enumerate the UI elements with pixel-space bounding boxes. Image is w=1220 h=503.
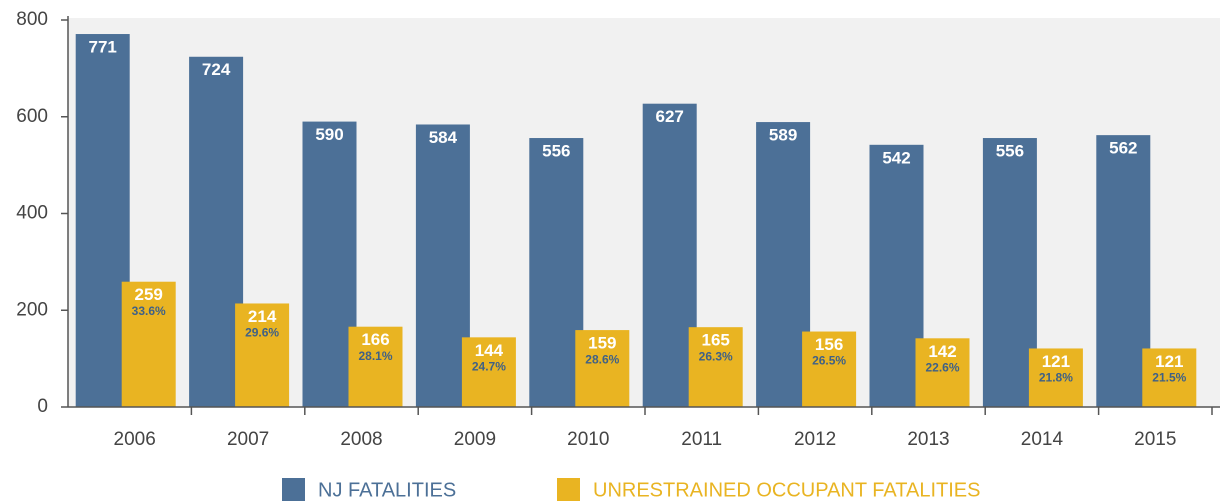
value-label: 214 <box>248 307 277 326</box>
share-label: 33.6% <box>132 304 166 318</box>
x-tick-label: 2010 <box>567 429 609 450</box>
x-tick-label: 2015 <box>1134 429 1176 450</box>
legend-swatch <box>282 478 305 501</box>
x-tick-label: 2006 <box>114 429 156 450</box>
value-label: 771 <box>89 38 117 57</box>
bar <box>802 331 857 407</box>
x-tick-label: 2013 <box>907 429 949 450</box>
bar <box>302 121 357 408</box>
value-label: 144 <box>475 341 504 360</box>
y-tick-label: 800 <box>16 9 48 30</box>
share-label: 24.7% <box>472 360 506 374</box>
value-label: 142 <box>928 342 956 361</box>
bar <box>688 327 743 407</box>
bar <box>461 337 516 407</box>
value-label: 121 <box>1155 352 1183 371</box>
bar <box>1096 135 1151 407</box>
legend-label: NJ FATALITIES <box>318 479 456 501</box>
bar <box>982 138 1037 407</box>
y-tick-label: 200 <box>16 299 48 320</box>
bar <box>1028 348 1083 407</box>
share-label: 26.3% <box>699 349 733 363</box>
bar <box>189 56 244 407</box>
share-label: 21.5% <box>1152 371 1186 385</box>
y-tick-label: 400 <box>16 203 48 224</box>
x-tick-label: 2014 <box>1021 429 1064 450</box>
value-label: 562 <box>1109 139 1137 158</box>
bar <box>348 326 403 407</box>
value-label: 156 <box>815 335 843 354</box>
value-label: 556 <box>542 142 570 161</box>
x-tick-label: 2008 <box>340 429 382 450</box>
bar <box>235 303 290 407</box>
bar <box>869 144 924 407</box>
bar <box>915 338 970 407</box>
y-tick-label: 600 <box>16 106 48 127</box>
bar <box>575 330 630 407</box>
y-tick-label: 0 <box>37 396 48 417</box>
share-label: 28.1% <box>358 349 392 363</box>
bar <box>529 138 584 407</box>
value-label: 259 <box>135 285 163 304</box>
bar <box>75 34 130 408</box>
share-label: 26.5% <box>812 354 846 368</box>
legend-swatch <box>557 478 580 501</box>
bar <box>1142 348 1197 407</box>
x-tick-label: 2007 <box>227 429 269 450</box>
value-label: 165 <box>702 331 730 350</box>
bar <box>756 122 811 407</box>
x-tick-label: 2009 <box>454 429 496 450</box>
value-label: 590 <box>315 125 343 144</box>
share-label: 29.6% <box>245 326 279 340</box>
value-label: 556 <box>996 142 1024 161</box>
value-label: 724 <box>202 60 231 79</box>
value-label: 542 <box>882 148 910 167</box>
value-label: 159 <box>588 334 616 353</box>
share-label: 22.6% <box>925 360 959 374</box>
bar <box>121 281 176 407</box>
value-label: 584 <box>429 128 458 147</box>
value-label: 589 <box>769 126 797 145</box>
value-label: 166 <box>361 330 389 349</box>
bar <box>415 124 470 408</box>
value-label: 121 <box>1042 352 1070 371</box>
x-tick-label: 2012 <box>794 429 836 450</box>
x-tick-label: 2011 <box>681 429 722 450</box>
bar <box>642 103 697 407</box>
share-label: 28.6% <box>585 352 619 366</box>
share-label: 21.8% <box>1039 371 1073 385</box>
legend-label: UNRESTRAINED OCCUPANT FATALITIES <box>593 479 980 501</box>
value-label: 627 <box>656 107 684 126</box>
